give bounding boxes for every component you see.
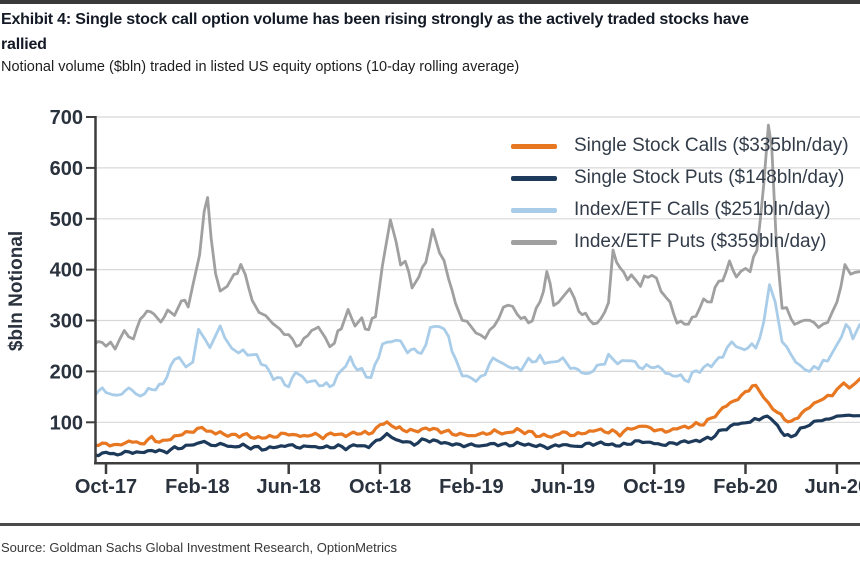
legend-item-single-stock-calls: Single Stock Calls ($335bln/day) (511, 130, 849, 162)
grid-layer (95, 116, 860, 423)
x-tick-label: Feb-19 (439, 476, 503, 498)
legend-line-swatch-index-etf-calls (511, 207, 557, 213)
x-tick-label: Jun-18 (256, 476, 320, 498)
legend-line-swatch-index-etf-puts (511, 239, 557, 245)
legend-label-index-etf-puts: Index/ETF Puts ($359bln/day) (574, 231, 827, 252)
legend-item-index-etf-puts: Index/ETF Puts ($359bln/day) (511, 226, 849, 258)
x-tick-label: Feb-18 (165, 476, 229, 498)
legend-item-index-etf-calls: Index/ETF Calls ($251bln/day) (511, 194, 849, 226)
x-tick-label: Jun-19 (531, 476, 595, 498)
y-tick-label: 500 (50, 209, 83, 231)
y-tick-label: 600 (50, 158, 83, 180)
axis-layer: 100 200 300 400 500 600 700 Oct-17 Feb-18 Jun-18 O… (6, 107, 860, 498)
series-line-index-etf-calls (95, 283, 860, 398)
series-line-single-stock-calls (95, 377, 860, 448)
y-tick-label: 700 (50, 107, 83, 129)
x-tick-label: Feb-20 (713, 476, 777, 498)
y-axis-title: $bln Notional (6, 231, 27, 351)
x-tick-label: Oct-17 (75, 476, 137, 498)
x-tick-label: Oct-18 (349, 476, 411, 498)
y-tick-label: 200 (50, 361, 83, 383)
source-rule (0, 523, 860, 526)
top-rule (0, 0, 860, 4)
exhibit-title-line2: rallied (1, 36, 47, 53)
y-tick-label: 400 (50, 260, 83, 282)
legend-line-swatch-single-stock-calls (511, 143, 557, 149)
legend-line-swatch-single-stock-puts (511, 175, 557, 181)
exhibit-title-line1: Exhibit 4: Single stock call option volu… (1, 11, 749, 28)
legend-label-index-etf-calls: Index/ETF Calls ($251bln/day) (574, 199, 831, 220)
series-line-index-etf-puts (95, 123, 860, 351)
exhibit-title: Exhibit 4: Single stock call option volu… (1, 7, 860, 57)
y-tick-label: 300 (50, 311, 83, 333)
y-tick-label: 100 (50, 412, 83, 434)
legend-label-single-stock-calls: Single Stock Calls ($335bln/day) (574, 135, 849, 156)
chart-svg: 100 200 300 400 500 600 700 Oct-17 Feb-18 Jun-18 O… (6, 107, 860, 498)
x-tick-label: Jun-20 (805, 476, 860, 498)
chart-subtitle: Notional volume ($bln) traded in listed … (1, 59, 520, 75)
legend-item-single-stock-puts: Single Stock Puts ($148bln/day) (511, 162, 849, 194)
legend-label-single-stock-puts: Single Stock Puts ($148bln/day) (574, 167, 845, 188)
series-layer (95, 123, 860, 458)
series-line-single-stock-puts (95, 413, 860, 458)
legend: Single Stock Calls ($335bln/day) Single S… (511, 130, 849, 258)
source-text: Source: Goldman Sachs Global Investment … (1, 540, 397, 555)
x-tick-label: Oct-19 (623, 476, 685, 498)
